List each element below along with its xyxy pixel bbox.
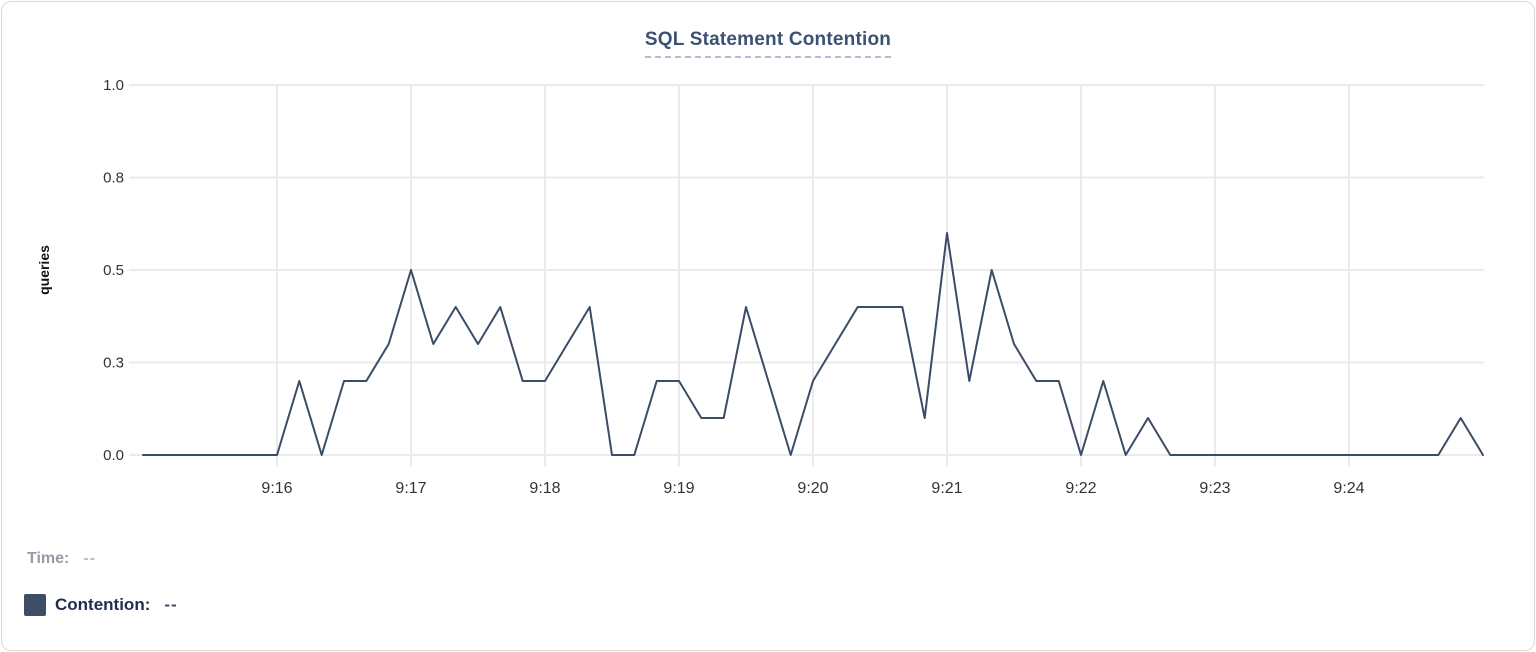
y-tick-label: 0.8: [103, 170, 124, 187]
y-tick-label: 0.3: [103, 355, 124, 372]
legend-row-contention: Contention: --: [24, 593, 178, 617]
x-tick-label: 9:23: [1199, 480, 1230, 497]
legend-row-time: Time: --: [27, 548, 96, 570]
chart-header: SQL Statement Contention: [2, 29, 1534, 58]
x-tick-label: 9:20: [797, 480, 828, 497]
x-tick-label: 9:22: [1065, 480, 1096, 497]
y-tick-label: 1.0: [103, 77, 124, 94]
contention-chart[interactable]: 0.0 0.3 0.5 0.8 1.0 9:16 9:17 9:18 9:19 9:20 9:21 9…: [2, 2, 1536, 517]
contention-series-swatch: [24, 594, 46, 616]
time-value: --: [83, 550, 97, 567]
x-tick-label: 9:16: [261, 480, 292, 497]
y-tick-label: 0.0: [103, 447, 124, 464]
x-tick-label: 9:18: [529, 480, 560, 497]
chart-title[interactable]: SQL Statement Contention: [644, 29, 892, 58]
x-tick-label: 9:24: [1333, 480, 1364, 497]
x-tick-label: 9:21: [931, 480, 962, 497]
x-tick-label: 9:19: [663, 480, 694, 497]
y-axis-title: queries: [36, 245, 52, 295]
time-label: Time:: [27, 550, 70, 567]
contention-line-series: [142, 232, 1484, 456]
contention-label: Contention:: [55, 595, 151, 614]
x-tick-label: 9:17: [395, 480, 426, 497]
contention-value: --: [164, 595, 178, 614]
y-tick-label: 0.5: [103, 262, 124, 279]
